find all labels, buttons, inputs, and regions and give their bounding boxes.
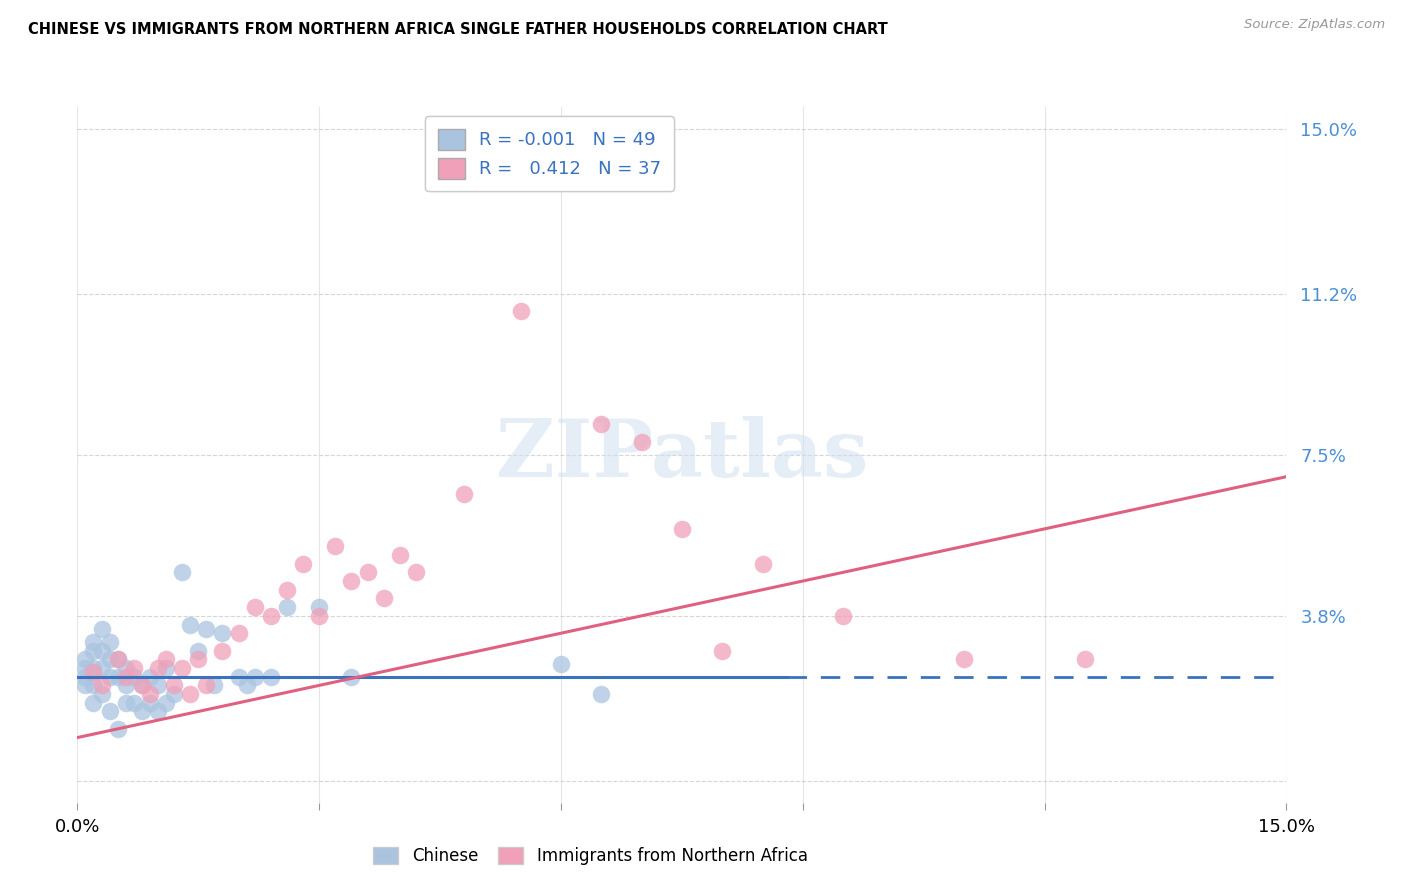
Point: [751, 557, 773, 571]
Point: [82, 678, 104, 692]
Point: [139, 670, 162, 684]
Point: [122, 661, 145, 675]
Legend: R = -0.001   N = 49, R =   0.412   N = 37: R = -0.001 N = 49, R = 0.412 N = 37: [425, 116, 673, 191]
Point: [163, 678, 186, 692]
Point: [179, 687, 201, 701]
Point: [114, 661, 136, 675]
Point: [75, 661, 97, 675]
Point: [82, 696, 104, 710]
Point: [131, 705, 153, 719]
Point: [75, 678, 97, 692]
Point: [388, 548, 411, 562]
Point: [243, 600, 266, 615]
Point: [260, 608, 283, 623]
Point: [276, 582, 298, 597]
Point: [131, 678, 153, 692]
Point: [114, 670, 136, 684]
Point: [107, 652, 129, 666]
Point: [172, 661, 194, 675]
Point: [235, 678, 257, 692]
Point: [953, 652, 976, 666]
Point: [90, 643, 112, 657]
Point: [139, 696, 162, 710]
Y-axis label: Single Father Households: Single Father Households: [0, 358, 7, 552]
Point: [202, 678, 225, 692]
Point: [139, 687, 162, 701]
Point: [82, 661, 104, 675]
Point: [340, 574, 363, 588]
Point: [356, 566, 378, 580]
Point: [90, 622, 112, 636]
Point: [146, 661, 169, 675]
Point: [146, 678, 169, 692]
Point: [155, 652, 177, 666]
Point: [107, 652, 129, 666]
Point: [211, 626, 233, 640]
Point: [228, 626, 250, 640]
Point: [114, 696, 136, 710]
Point: [82, 635, 104, 649]
Point: [630, 434, 652, 449]
Text: Source: ZipAtlas.com: Source: ZipAtlas.com: [1244, 18, 1385, 31]
Point: [228, 670, 250, 684]
Point: [114, 678, 136, 692]
Point: [155, 696, 177, 710]
Point: [1074, 652, 1097, 666]
Point: [122, 696, 145, 710]
Text: CHINESE VS IMMIGRANTS FROM NORTHERN AFRICA SINGLE FATHER HOUSEHOLDS CORRELATION : CHINESE VS IMMIGRANTS FROM NORTHERN AFRI…: [28, 22, 887, 37]
Point: [146, 705, 169, 719]
Point: [711, 643, 734, 657]
Legend: Chinese, Immigrants from Northern Africa: Chinese, Immigrants from Northern Africa: [364, 837, 817, 875]
Point: [107, 722, 129, 736]
Point: [276, 600, 298, 615]
Point: [82, 665, 104, 680]
Point: [98, 652, 121, 666]
Point: [509, 304, 531, 318]
Point: [98, 705, 121, 719]
Point: [163, 687, 186, 701]
Point: [82, 643, 104, 657]
Point: [405, 566, 427, 580]
Point: [832, 608, 855, 623]
Point: [98, 635, 121, 649]
Point: [292, 557, 315, 571]
Point: [90, 661, 112, 675]
Point: [187, 652, 209, 666]
Point: [195, 622, 218, 636]
Point: [172, 566, 194, 580]
Point: [243, 670, 266, 684]
Point: [211, 643, 233, 657]
Point: [591, 417, 613, 432]
Point: [122, 670, 145, 684]
Point: [155, 661, 177, 675]
Point: [107, 670, 129, 684]
Point: [131, 678, 153, 692]
Point: [373, 591, 395, 606]
Point: [90, 687, 112, 701]
Point: [671, 522, 693, 536]
Point: [195, 678, 218, 692]
Point: [98, 670, 121, 684]
Point: [187, 643, 209, 657]
Point: [260, 670, 283, 684]
Point: [90, 678, 112, 692]
Point: [340, 670, 363, 684]
Point: [75, 670, 97, 684]
Point: [308, 600, 330, 615]
Point: [308, 608, 330, 623]
Point: [75, 652, 97, 666]
Point: [179, 617, 201, 632]
Point: [550, 657, 572, 671]
Text: ZIPatlas: ZIPatlas: [496, 416, 868, 494]
Point: [591, 687, 613, 701]
Point: [323, 539, 346, 553]
Point: [453, 487, 475, 501]
